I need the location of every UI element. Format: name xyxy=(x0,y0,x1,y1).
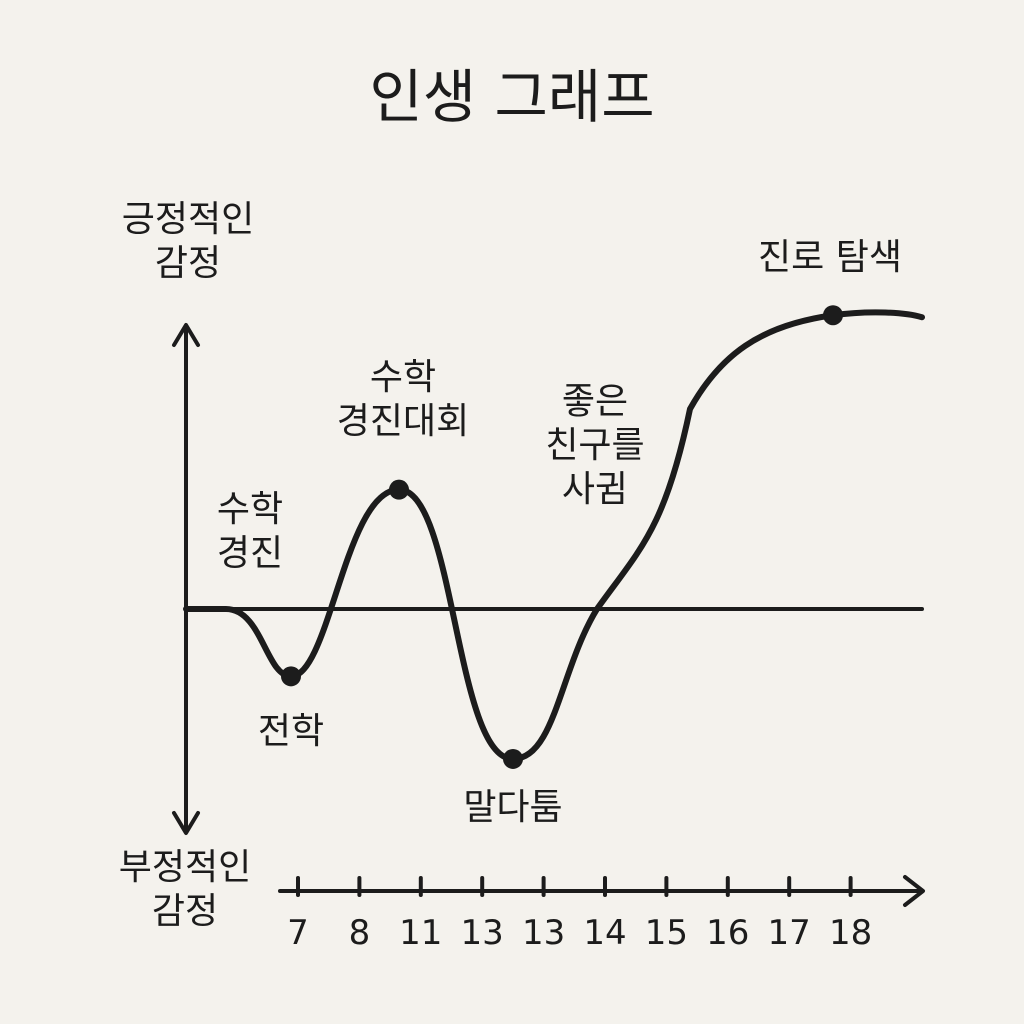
y-axis-top-label: 긍정적인 감정 xyxy=(121,199,255,284)
chart-axes xyxy=(172,323,925,907)
event-label-argument: 말다툼 xyxy=(463,787,563,828)
data-point xyxy=(281,666,301,687)
data-point xyxy=(503,748,523,769)
x-tick-label: 11 xyxy=(399,913,443,953)
series-line xyxy=(183,309,925,762)
event-label-transfer: 전학 xyxy=(257,711,325,752)
event-label-math-contest: 수학 경진 xyxy=(216,489,284,574)
event-label-made-good-friends: 좋은 친구를 사귐 xyxy=(545,381,645,510)
x-ticks xyxy=(296,876,853,897)
x-tick-label: 17 xyxy=(767,913,811,953)
event-label-career-exploration: 진로 탐색 xyxy=(758,237,902,278)
chart-title: 인생 그래프 xyxy=(369,63,655,131)
x-tick-label: 13 xyxy=(460,913,504,953)
x-tick-label: 7 xyxy=(287,913,309,953)
data-points xyxy=(281,305,843,769)
data-point xyxy=(389,479,409,500)
y-axis-bottom-label: 부정적인 감정 xyxy=(118,847,252,932)
y-axis-arrow-down xyxy=(172,811,200,835)
y-axis-arrow-up xyxy=(172,323,200,347)
x-tick-label: 13 xyxy=(521,913,566,953)
x-tick-label: 15 xyxy=(644,913,689,953)
x-tick-label: 16 xyxy=(706,913,750,953)
x-tick-label: 14 xyxy=(583,913,627,953)
event-label-math-competition: 수학 경진대회 xyxy=(336,357,470,442)
x-axis-arrow xyxy=(903,875,925,907)
data-point xyxy=(823,305,843,326)
x-tick-label: 18 xyxy=(828,913,873,953)
x-tick-label: 8 xyxy=(348,913,371,953)
